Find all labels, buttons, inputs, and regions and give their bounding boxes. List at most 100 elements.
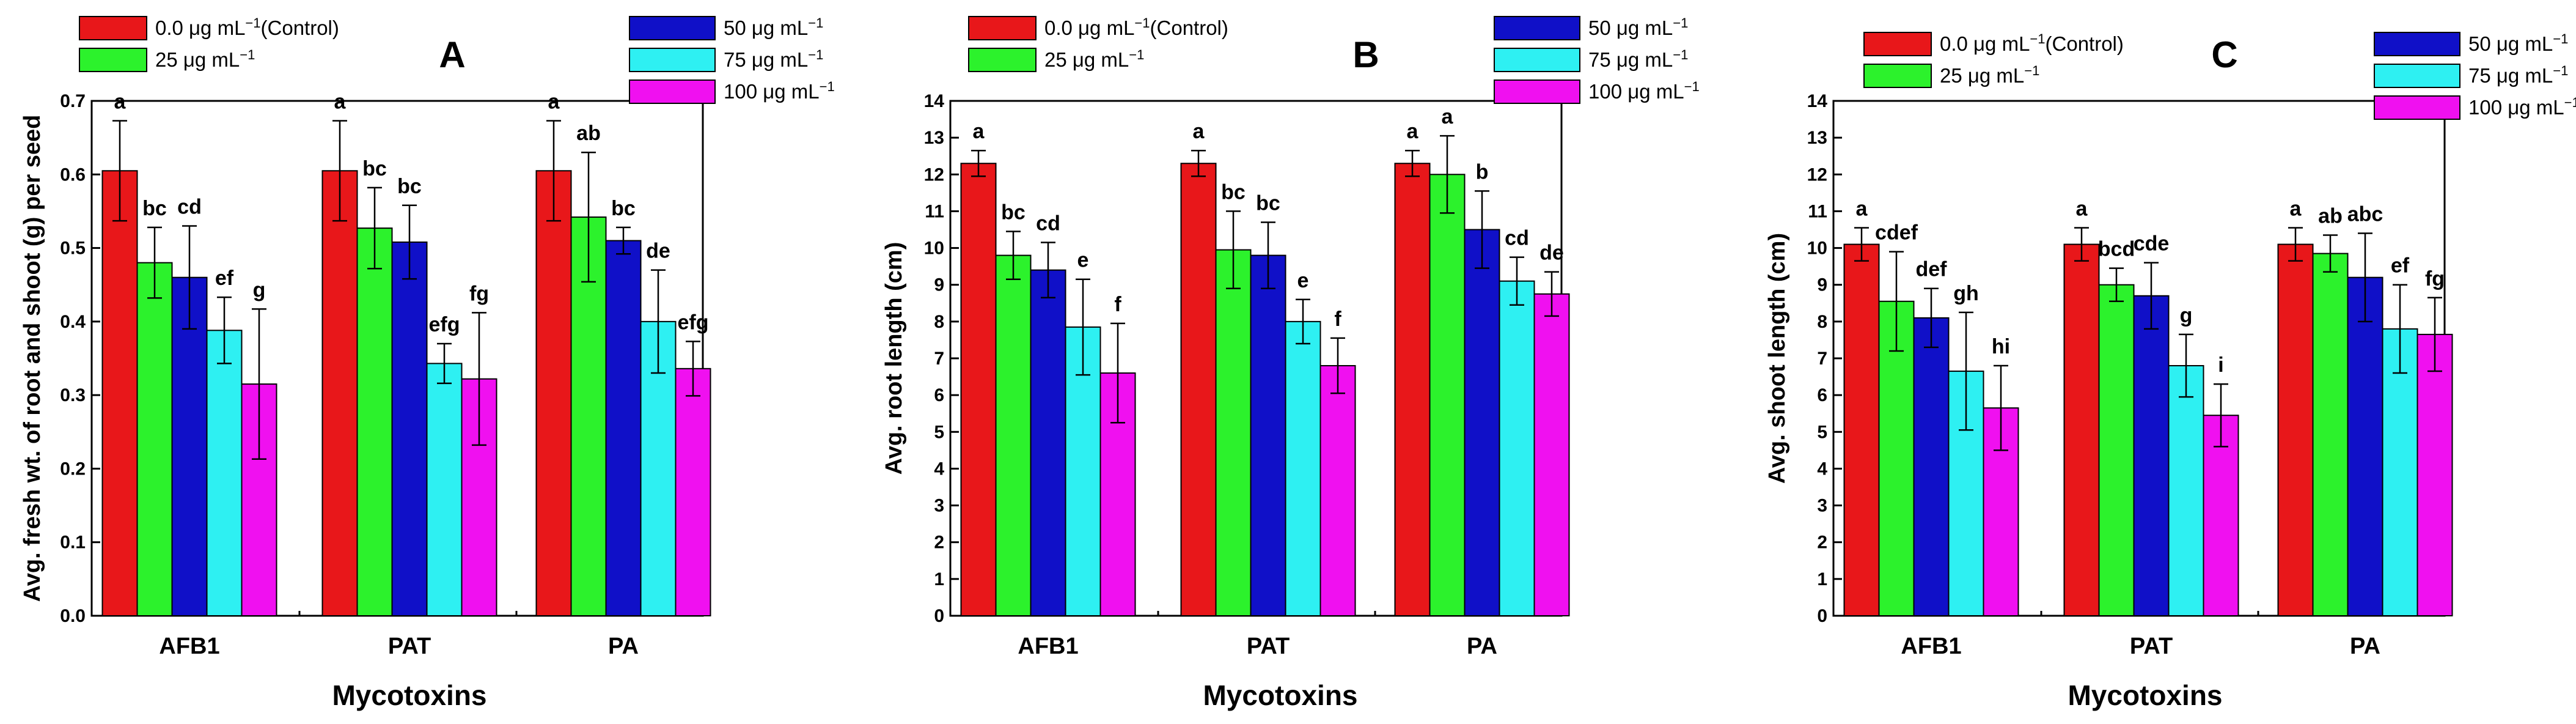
y-tick-label: 0.2 <box>60 459 86 479</box>
legend-left: 0.0 μg mL−1(Control) 25 μg mL−1 <box>79 15 339 72</box>
y-tick-label: 10 <box>924 238 944 259</box>
significance-label: bcd <box>2098 238 2135 261</box>
significance-label: fg <box>2425 267 2445 290</box>
error-bar <box>971 149 986 177</box>
legend-swatch <box>1863 64 1932 88</box>
y-tick-label: 0.6 <box>60 164 86 185</box>
significance-label: cd <box>1505 227 1529 250</box>
bar <box>2203 415 2239 616</box>
legend-left: 0.0 μg mL−1(Control) 25 μg mL−1 <box>1863 31 2124 88</box>
error-bar <box>1924 287 1939 349</box>
x-tick-label: AFB1 <box>1018 634 1078 659</box>
error-bar <box>332 120 347 222</box>
bar <box>321 170 358 617</box>
legend-right: 50 μg mL−1 75 μg mL−1 100 μg mL−1 <box>1494 15 1700 104</box>
significance-label: f <box>1114 293 1121 316</box>
error-bar <box>1226 210 1241 289</box>
error-bar <box>1959 311 1973 431</box>
legend-label: 0.0 μg mL−1(Control) <box>1940 31 2124 56</box>
y-tick-label: 13 <box>924 128 944 148</box>
x-tick-label: PAT <box>1247 634 1290 659</box>
legend-swatch <box>968 48 1037 72</box>
error-bar <box>581 151 596 283</box>
y-tick-label: 0 <box>1817 606 1827 626</box>
bar <box>2382 328 2418 616</box>
legend-label: 0.0 μg mL−1(Control) <box>1044 15 1228 40</box>
error-bar <box>1261 221 1275 289</box>
significance-label: g <box>253 278 266 301</box>
y-tick-label: 6 <box>1817 385 1827 405</box>
error-bar <box>651 269 666 374</box>
bar <box>136 262 173 616</box>
significance-label: def <box>1916 258 1948 281</box>
legend-item: 100 μg mL−1 <box>2374 95 2576 120</box>
error-bar <box>2074 227 2089 262</box>
error-bar <box>616 226 631 255</box>
error-bar <box>2323 234 2338 273</box>
legend-item: 75 μg mL−1 <box>629 47 823 72</box>
significance-label: a <box>2076 197 2088 220</box>
bar <box>1250 254 1286 617</box>
significance-label: a <box>548 90 560 113</box>
legend-swatch <box>629 16 716 40</box>
bar <box>426 363 463 616</box>
y-tick-label: 3 <box>934 496 944 516</box>
bar <box>2063 243 2100 617</box>
y-tick-label: 9 <box>934 275 944 295</box>
y-tick-label: 0.7 <box>60 91 86 111</box>
y-tick-label: 9 <box>1817 275 1827 295</box>
significance-label: hi <box>1992 335 2010 358</box>
error-bar <box>2214 383 2228 448</box>
legend-swatch <box>2374 64 2460 88</box>
y-tick-label: 5 <box>934 422 944 442</box>
y-tick-label: 0.1 <box>60 533 86 553</box>
bar <box>2347 276 2383 616</box>
legend-item: 25 μg mL−1 <box>79 47 255 72</box>
x-axis-title: Mycotoxins <box>2068 679 2222 711</box>
y-axis-title: Avg. fresh wt. of root and shoot (g) per… <box>20 115 45 602</box>
legend-item: 75 μg mL−1 <box>2374 63 2568 88</box>
legend-label: 25 μg mL−1 <box>1940 63 2039 87</box>
bar <box>1464 229 1500 616</box>
significance-label: bc <box>1001 201 1026 224</box>
bar <box>1533 293 1570 616</box>
bar <box>356 227 393 616</box>
bar <box>2312 253 2349 617</box>
panel-letter: A <box>439 34 465 75</box>
significance-label: cde <box>2134 232 2170 256</box>
significance-label: de <box>1539 242 1564 265</box>
significance-label: bc <box>142 197 167 220</box>
bar <box>2133 295 2170 616</box>
significance-label: efg <box>429 313 460 336</box>
bar <box>2277 243 2314 617</box>
significance-label: a <box>1856 197 1868 220</box>
y-tick-label: 1 <box>934 569 944 589</box>
bar <box>960 163 997 616</box>
significance-label: bc <box>1256 191 1280 215</box>
y-tick-label: 11 <box>1808 201 1827 221</box>
bar <box>1215 249 1252 617</box>
significance-label: a <box>2290 197 2302 220</box>
error-bar <box>546 120 561 222</box>
y-tick-label: 0.0 <box>60 606 86 626</box>
legend-swatch <box>1494 16 1580 40</box>
error-bar <box>1191 149 1206 177</box>
y-tick-label: 13 <box>1807 128 1827 148</box>
bar <box>171 276 208 616</box>
y-tick-label: 7 <box>1817 349 1827 369</box>
y-tick-label: 8 <box>1817 312 1827 332</box>
legend-right: 50 μg mL−1 75 μg mL−1 100 μg mL−1 <box>2374 31 2576 120</box>
legend-swatch <box>2374 32 2460 56</box>
significance-label: a <box>1193 120 1205 143</box>
significance-label: a <box>334 90 347 113</box>
y-tick-label: 10 <box>1807 238 1827 259</box>
error-bar <box>472 312 486 446</box>
error-bar <box>1889 251 1904 352</box>
y-tick-label: 6 <box>934 385 944 405</box>
bar <box>1843 243 1880 617</box>
